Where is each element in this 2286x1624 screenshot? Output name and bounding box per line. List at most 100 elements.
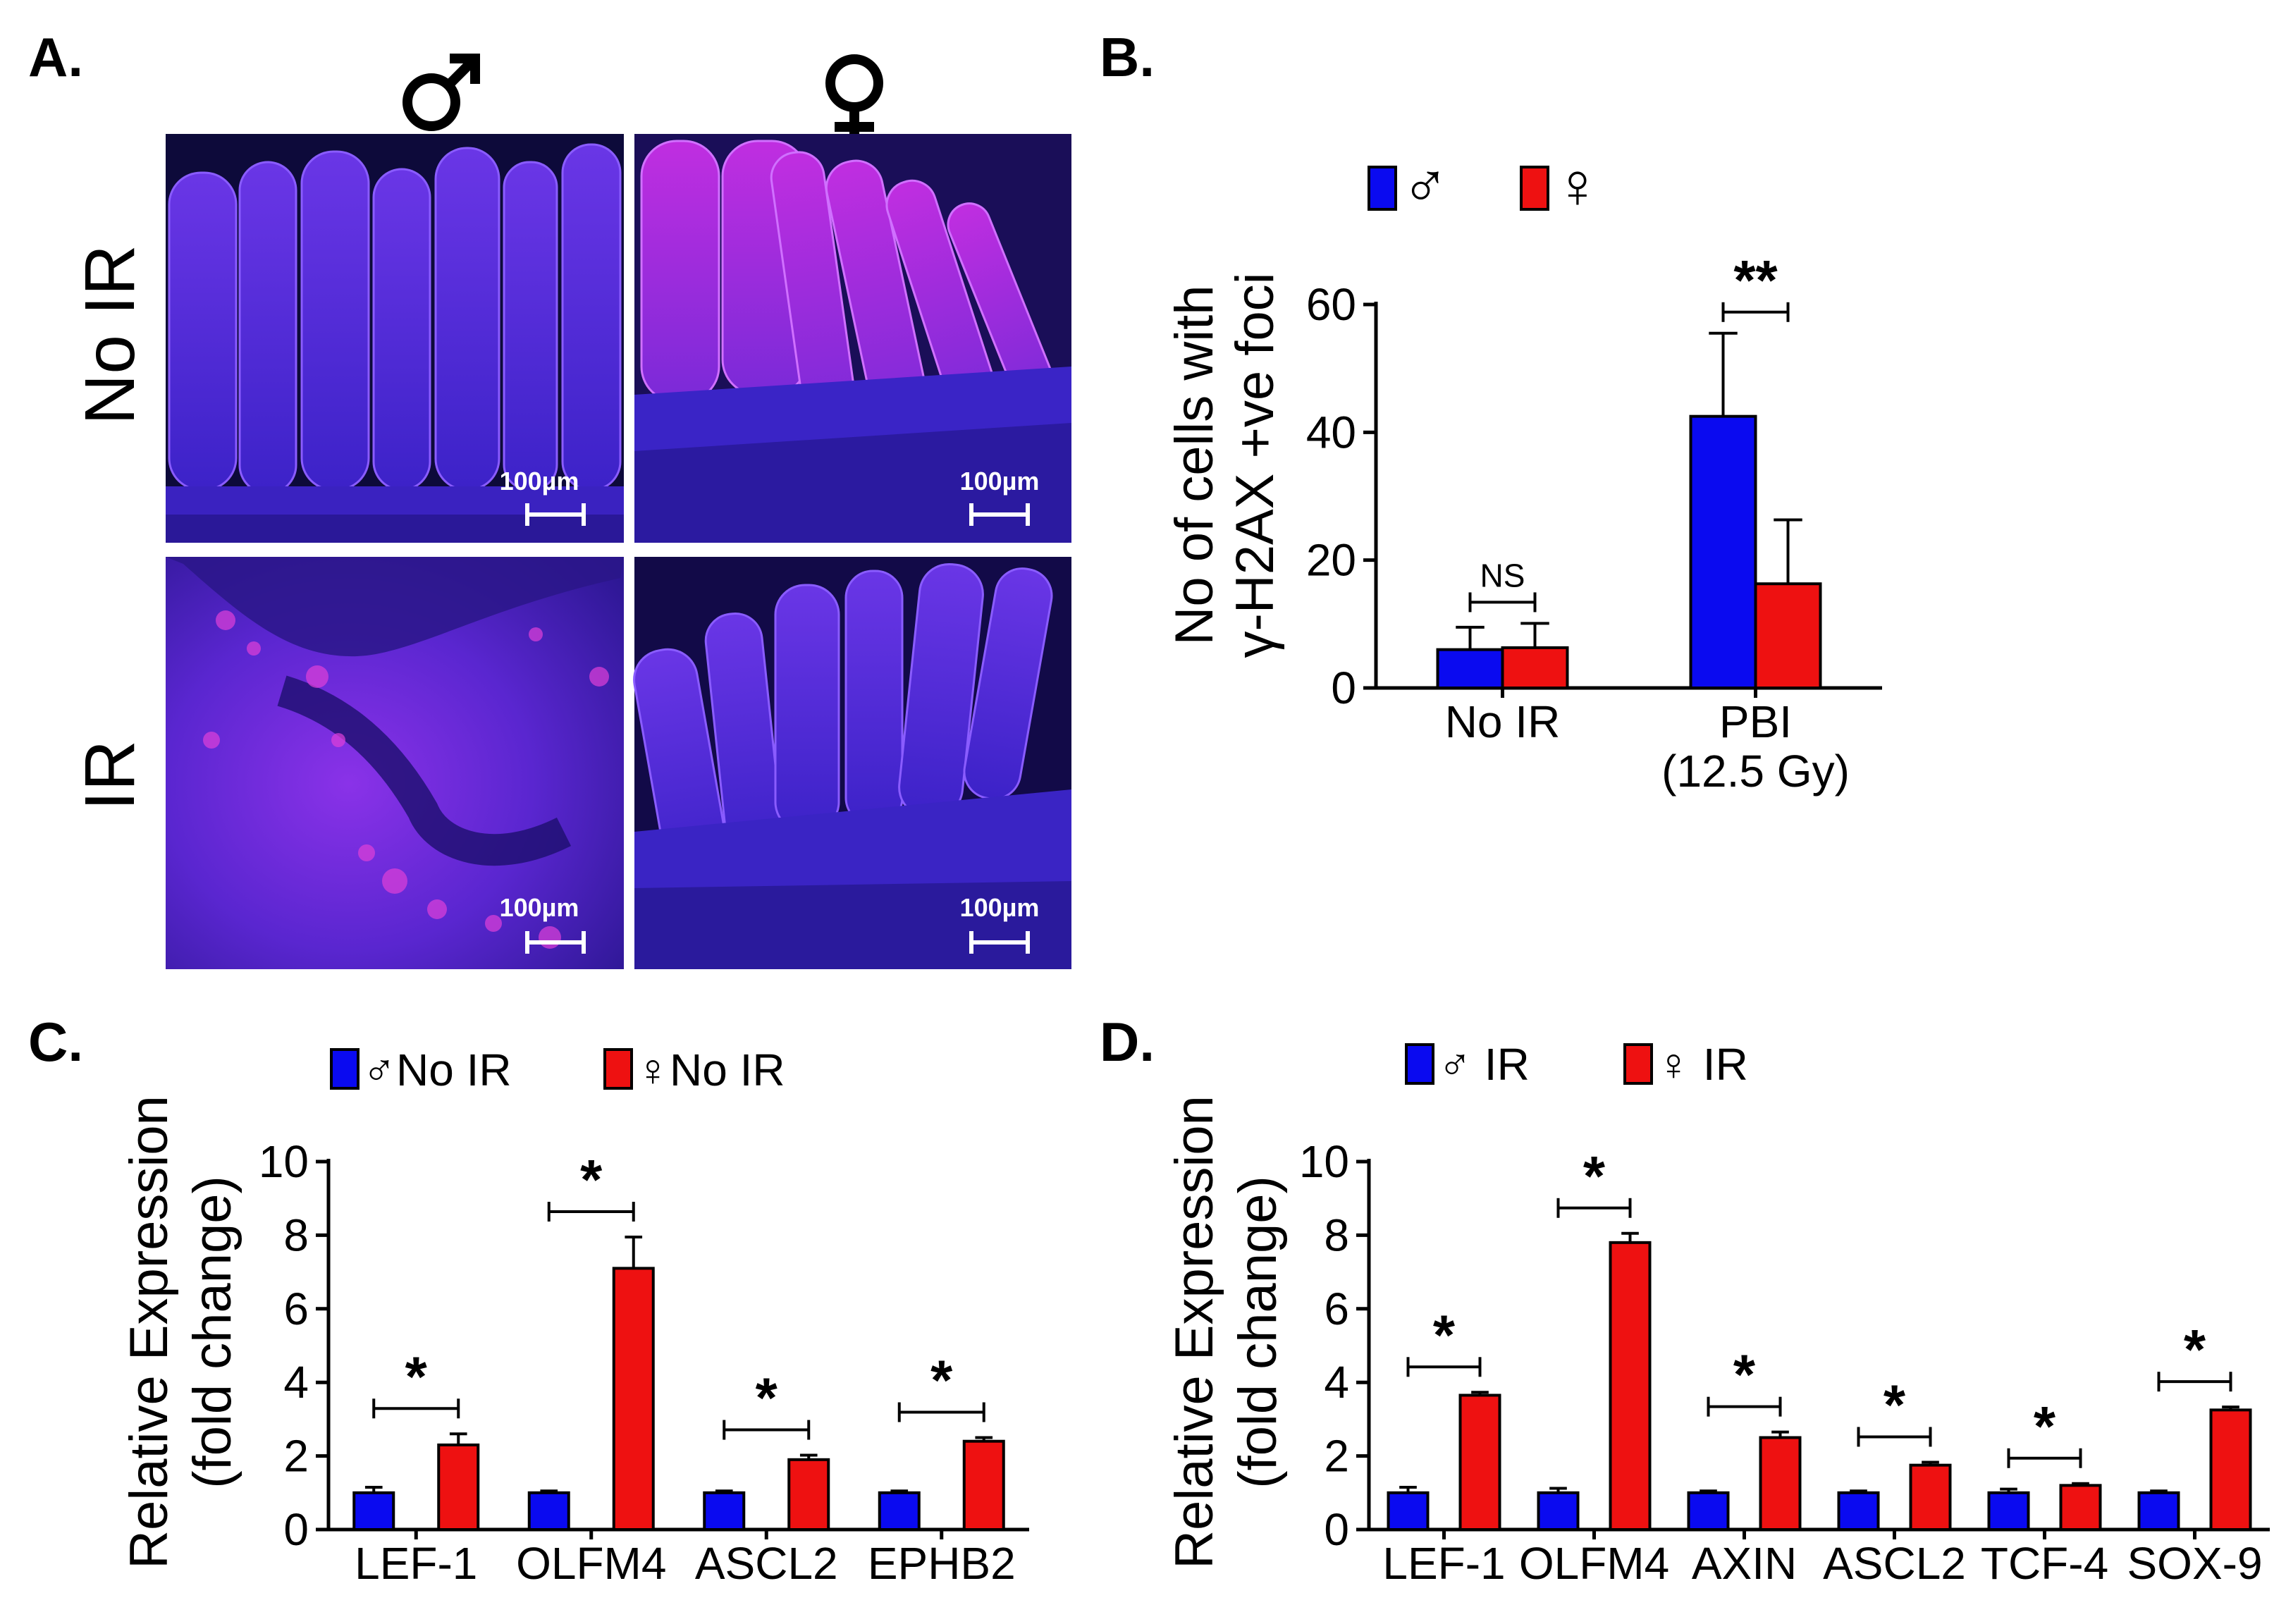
scale-label: 100µm — [960, 467, 1040, 496]
panel-c-letter: C. — [28, 1011, 83, 1073]
female-symbol-icon — [825, 54, 883, 145]
significance-label: * — [405, 1345, 428, 1408]
ylabel-line-2: (fold change) — [183, 1176, 242, 1489]
ylabel-line-2: γ-H2AX +ve foci — [1225, 273, 1285, 658]
bar-female — [787, 1458, 830, 1532]
category-label: EPHB2 — [868, 1538, 1016, 1589]
row-label-no-ir: No IR — [70, 245, 149, 425]
bar-male — [878, 1491, 921, 1531]
bar-male — [1387, 1491, 1430, 1531]
bar-male — [1837, 1491, 1880, 1531]
bar-female — [962, 1439, 1005, 1531]
y-tick-label: 40 — [1306, 407, 1356, 457]
y-tick-label: 60 — [1306, 279, 1356, 330]
bar-female — [612, 1267, 655, 1531]
category-label: LEF-1 — [1382, 1538, 1505, 1589]
significance-label: * — [756, 1367, 778, 1429]
bar-male — [1987, 1491, 2030, 1531]
ylabel-line-1: Relative Expression — [1164, 1095, 1224, 1569]
y-tick-label: 0 — [1324, 1504, 1349, 1555]
bar-male — [1687, 1491, 1730, 1531]
legend-label-female: ♀ — [1554, 151, 1602, 221]
bar-female — [1759, 1436, 1802, 1531]
category-label: ASCL2 — [1823, 1538, 1966, 1589]
male-symbol-icon — [402, 54, 480, 131]
bar-male — [1537, 1491, 1580, 1531]
micrograph-male-ir: 100µm — [166, 557, 624, 969]
y-tick-label: 6 — [283, 1284, 309, 1334]
significance-label: * — [580, 1148, 603, 1211]
category-label: TCF-4 — [1981, 1538, 2108, 1589]
ylabel-line-1: Relative Expression — [119, 1095, 179, 1569]
legend-swatch-male — [1405, 1043, 1434, 1085]
legend-label-male: ♂ — [1401, 151, 1449, 221]
significance-label: * — [1884, 1373, 1906, 1436]
bar-male — [1436, 648, 1504, 689]
significance-label: * — [1433, 1303, 1456, 1366]
category-label: ASCL2 — [695, 1538, 838, 1589]
bar-female — [1909, 1463, 1952, 1532]
legend-label-male: ♂ IR — [1438, 1039, 1530, 1090]
chart-b: B. ♂ ♀ No of cells with γ-H2AX +ve foci … — [1100, 26, 1882, 796]
scale-label: 100µm — [500, 893, 579, 922]
y-tick-label: 2 — [283, 1431, 309, 1482]
legend-label-female: ♀No IR — [636, 1045, 785, 1095]
bar-female — [2059, 1484, 2102, 1531]
bar-female — [1754, 582, 1822, 689]
scale-bar — [969, 931, 1030, 954]
legend-swatch-female — [1520, 166, 1549, 211]
panel-a-letter: A. — [28, 26, 83, 88]
bar-female — [1458, 1394, 1501, 1531]
significance-label: * — [2034, 1395, 2056, 1458]
category-label: (12.5 Gy) — [1661, 746, 1850, 796]
y-tick-label: 6 — [1324, 1284, 1349, 1334]
legend-swatch-female — [1623, 1043, 1653, 1085]
y-tick-label: 8 — [283, 1210, 309, 1260]
bar-male — [1689, 414, 1757, 690]
y-tick-label: 8 — [1324, 1210, 1349, 1260]
bar-male — [2137, 1491, 2180, 1531]
legend-swatch-female — [603, 1048, 633, 1090]
bar-male — [527, 1491, 570, 1531]
y-tick-label: 20 — [1306, 535, 1356, 586]
panel-d-letter: D. — [1100, 1011, 1155, 1073]
y-tick-label: 10 — [259, 1136, 309, 1187]
significance-label: * — [1583, 1145, 1606, 1207]
chart-c: C. ♂No IR ♀No IR Relative Expression (fo… — [28, 1011, 1029, 1589]
significance-label: * — [930, 1349, 953, 1412]
legend-swatch-male — [1368, 166, 1397, 211]
y-tick-label: 4 — [1324, 1357, 1349, 1408]
significance-label: * — [1733, 1343, 1756, 1406]
y-tick-label: 0 — [283, 1504, 309, 1555]
ylabel-line-1: No of cells with — [1164, 285, 1224, 645]
micrograph-female-ir: 100µm — [633, 557, 1071, 969]
y-tick-label: 10 — [1299, 1136, 1349, 1187]
legend: ♂ ♀ — [1368, 151, 1602, 221]
legend-label-male: ♂No IR — [362, 1045, 512, 1095]
chart-d: D. ♂ IR ♀ IR Relative Expression (fold c… — [1100, 1011, 2270, 1589]
y-tick-label: 4 — [283, 1357, 309, 1408]
category-label: LEF-1 — [355, 1538, 477, 1589]
category-label: AXIN — [1692, 1538, 1797, 1589]
row-label-ir: IR — [70, 740, 149, 811]
bar-female — [1609, 1241, 1652, 1531]
significance-label: ** — [1733, 249, 1778, 312]
micrograph-male-no-ir: 100µm — [166, 134, 624, 543]
category-label: OLFM4 — [1519, 1538, 1669, 1589]
panel-b-letter: B. — [1100, 26, 1155, 88]
bar-female — [1501, 646, 1569, 690]
significance-label: * — [2184, 1318, 2206, 1381]
scale-bar — [525, 503, 586, 526]
scale-bar — [525, 931, 586, 954]
micrograph-female-no-ir: 100µm — [634, 134, 1071, 543]
bar-female — [437, 1443, 480, 1531]
scale-label: 100µm — [500, 467, 579, 496]
panel-a: A. No IR IR 100µm — [28, 26, 1071, 969]
bar-male — [352, 1491, 395, 1531]
y-tick-label: 0 — [1331, 663, 1356, 713]
category-label: SOX-9 — [2127, 1538, 2262, 1589]
bar-female — [2209, 1408, 2252, 1531]
category-label: OLFM4 — [516, 1538, 666, 1589]
legend-swatch-male — [330, 1048, 360, 1090]
category-label: PBI — [1719, 696, 1792, 747]
